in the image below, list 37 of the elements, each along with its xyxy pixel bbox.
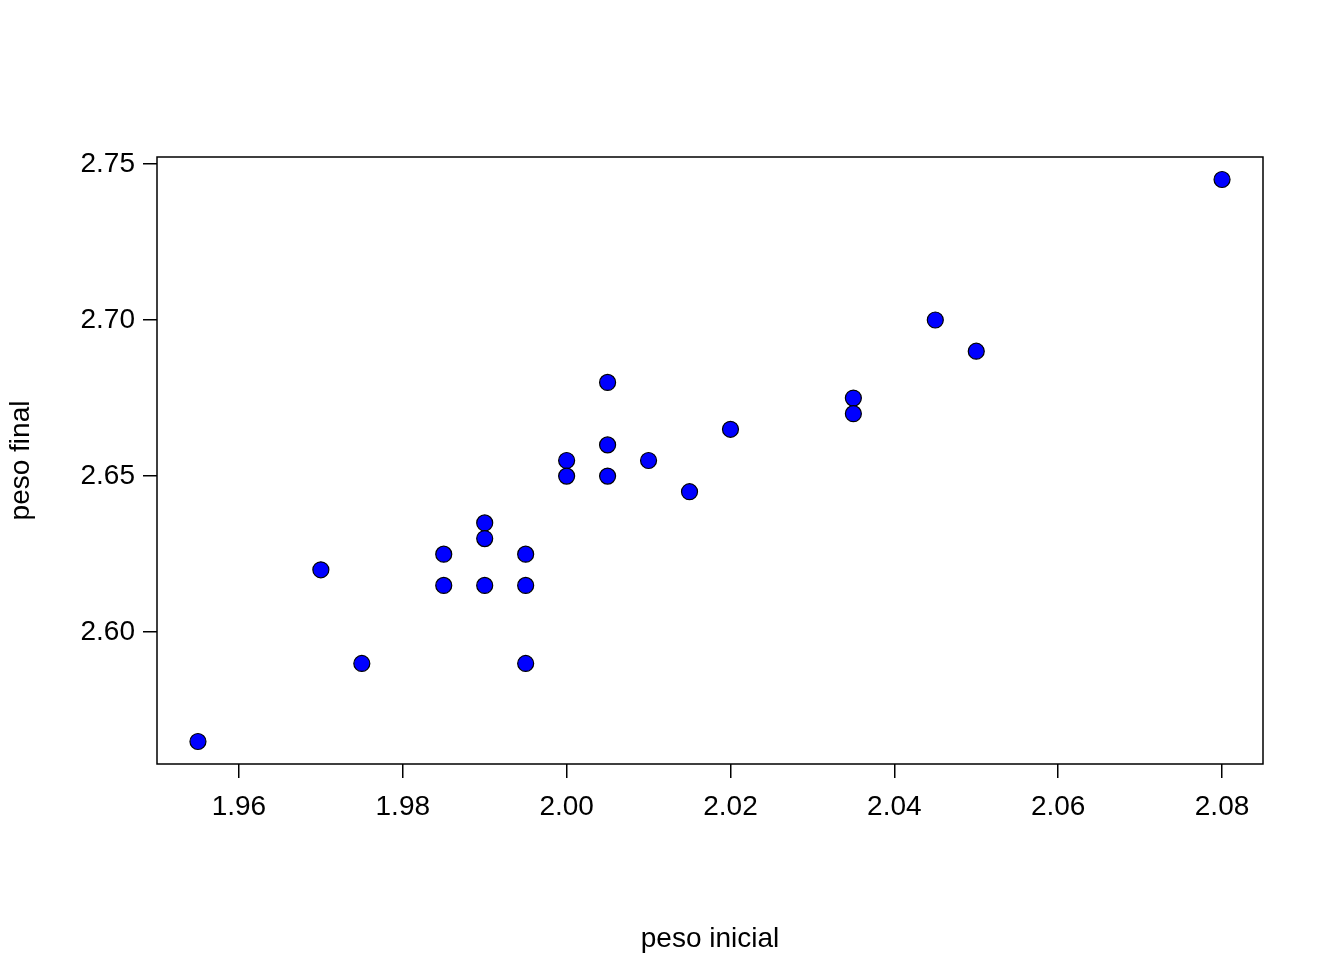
- x-tick-label: 1.98: [375, 789, 431, 821]
- point: [844, 405, 862, 423]
- point: [435, 545, 453, 563]
- point: [517, 545, 535, 563]
- x-axis-title: peso inicial: [640, 921, 780, 953]
- point: [926, 311, 944, 329]
- point: [476, 576, 494, 594]
- x-tick-label: 2.06: [1030, 789, 1086, 821]
- x-tick-label: 2.02: [703, 789, 758, 821]
- point: [1213, 170, 1231, 189]
- point: [844, 389, 862, 407]
- point: [189, 732, 207, 751]
- x-tick-label: 1.96: [211, 789, 267, 821]
- y-tick-label: 2.65: [80, 458, 135, 490]
- point: [639, 451, 658, 470]
- point: [353, 654, 371, 673]
- point: [680, 483, 699, 501]
- y-tick-label: 2.70: [80, 302, 135, 334]
- point: [476, 514, 494, 532]
- y-tick-label: 2.75: [80, 146, 135, 178]
- point: [598, 436, 617, 454]
- x-tick-label: 2.04: [867, 789, 922, 821]
- point: [517, 654, 535, 673]
- point: [598, 467, 617, 485]
- y-axis-title: peso final: [3, 400, 35, 521]
- y-tick-label: 2.60: [80, 614, 135, 646]
- point: [476, 529, 494, 548]
- point: [435, 576, 453, 594]
- x-tick-label: 2.08: [1194, 789, 1250, 821]
- point: [967, 342, 985, 360]
- point: [558, 451, 576, 470]
- point: [598, 373, 617, 392]
- x-tick-label: 2.00: [539, 789, 594, 821]
- point: [558, 467, 576, 485]
- point: [721, 420, 740, 438]
- point: [517, 576, 535, 594]
- point: [312, 561, 330, 579]
